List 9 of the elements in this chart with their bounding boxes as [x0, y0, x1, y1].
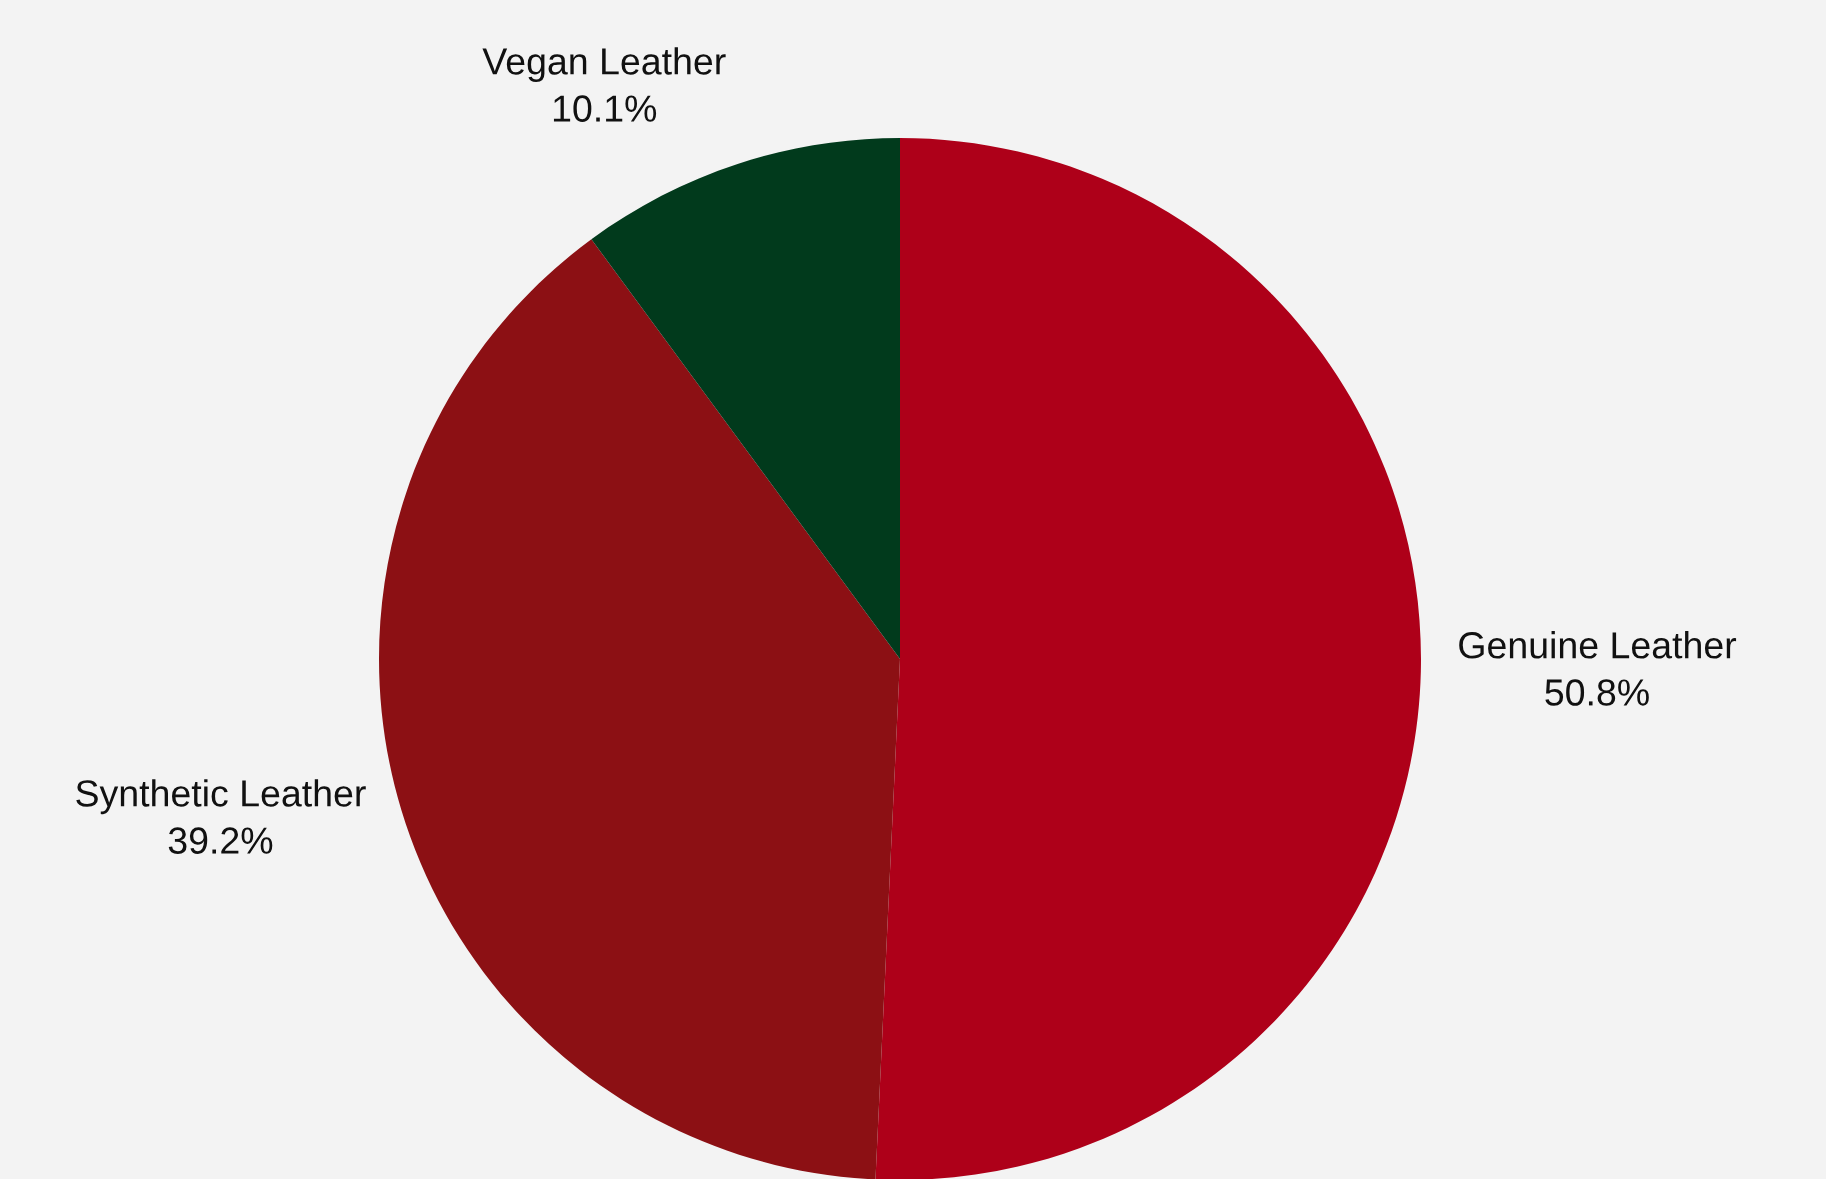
data-label: 50.8%	[1545, 679, 1649, 706]
slice-label: Genuine Leather	[1459, 631, 1737, 659]
pie-slice	[379, 239, 900, 1179]
pie-slice	[875, 138, 1421, 1179]
data-label: 39.2%	[168, 827, 273, 854]
slice-label: Synthetic Leather	[76, 779, 366, 815]
slice-label: Vegan Leather	[482, 47, 726, 83]
pie-slice	[591, 138, 900, 659]
data-label: 10.1%	[553, 95, 657, 122]
